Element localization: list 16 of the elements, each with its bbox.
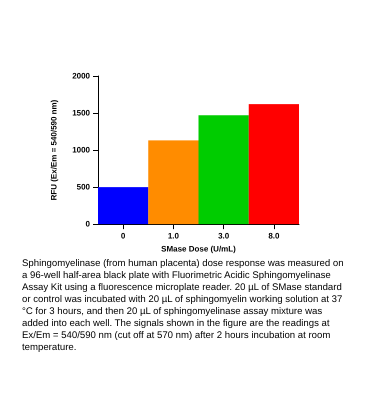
bar xyxy=(198,115,249,224)
x-tick-label: 8.0 xyxy=(268,232,280,241)
bar xyxy=(148,140,198,224)
bar xyxy=(248,104,299,224)
x-tick-label: 0 xyxy=(120,232,126,241)
bar xyxy=(98,187,148,224)
text: Sphingomyelinase (from human placenta) dose response was measured on a 96-well half-area black plate with Fluorimetric Acidic Sphingomyelinase Assay Kit using a fluorescence microplate reader. 20 µL of SMase standard or control was incubated with 20 µL of sphingomyelin working solution at 37 °C for 3 hours, and then 20 µL of sphingomyelinase assay mixture was added into each well. The signals shown in the figure are the readings at Ex/Em = 540/590 nm (cut off at 570 nm) after 2 hours incubation at room temperature. xyxy=(21,258,345,354)
x-axis-title: SMase Dose (U/mL) xyxy=(161,244,236,254)
y-tick-label: 500 xyxy=(76,182,91,192)
y-tick-label: 1000 xyxy=(72,146,91,155)
y-tick-label: 0 xyxy=(86,220,91,229)
x-tick-label: 1.0 xyxy=(168,232,180,241)
y-tick-label: 1500 xyxy=(72,108,91,118)
x-tick-label: 3.0 xyxy=(218,232,230,241)
y-axis-title: RFU (Ex/Em = 540/590 nm) xyxy=(50,99,58,200)
y-tick-label: 2000 xyxy=(72,72,91,80)
